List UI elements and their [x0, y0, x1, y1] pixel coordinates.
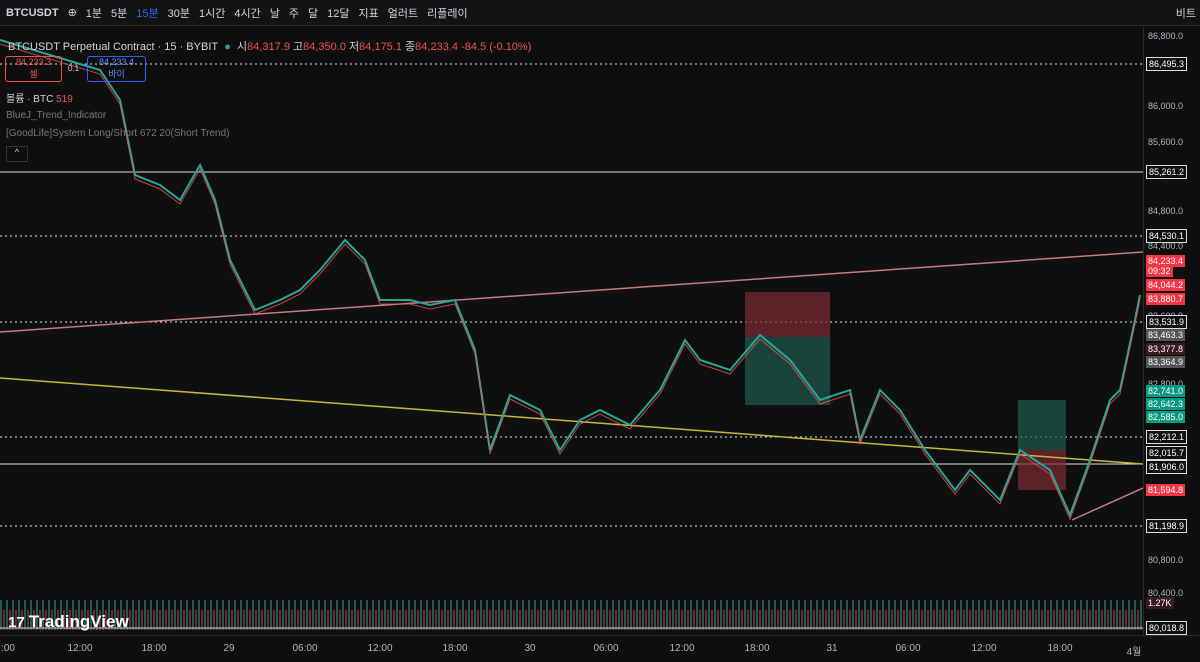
stop-zone[interactable]	[745, 292, 830, 337]
legend: BTCUSDT Perpetual Contract · 15 · BYBIT …	[8, 41, 532, 53]
watermark: 17 TradingView	[8, 612, 129, 631]
time-label: :00	[1, 643, 15, 654]
chart	[0, 39, 1143, 630]
interval[interactable]: 날	[269, 7, 280, 20]
time-label: 18:00	[442, 643, 468, 654]
price-label: 81,594.8	[1146, 484, 1186, 496]
price-label: 83,364.9	[1146, 356, 1186, 368]
study-system: [GoodLife]System Long/Short 672 20(Short…	[6, 128, 230, 139]
buy-button[interactable]: 84,233.4 바이	[87, 56, 146, 82]
price-label: 80,800.0	[1148, 555, 1184, 565]
price-path	[0, 39, 1141, 518]
price-label: 84,530.1	[1146, 229, 1188, 243]
time-label: 18:00	[744, 643, 770, 654]
time-label: 12:00	[67, 643, 93, 654]
time-label: 4월	[1126, 647, 1142, 658]
time-label: 12:00	[669, 643, 695, 654]
volume-area	[0, 540, 1143, 630]
intervals: 1분 5분 15분 30분 1시간 4시간 날 주 달 12달	[86, 5, 350, 21]
price-label: 81,198.9	[1146, 519, 1188, 533]
interval[interactable]: 1분	[85, 7, 103, 20]
time-label: 12:00	[367, 643, 393, 654]
interval[interactable]: 달	[307, 7, 319, 20]
ohlc: 시84,317.9 고84,350.0 저84,175.1 종84,233.4 …	[237, 41, 532, 53]
price-label: 82,741.0	[1146, 385, 1186, 397]
price-label: 85,600.0	[1148, 137, 1184, 147]
price-label: 83,880.7	[1146, 293, 1186, 305]
price-label: 80,018.8	[1146, 621, 1188, 635]
spread: 0.1	[68, 64, 80, 73]
trend-line[interactable]	[1071, 487, 1143, 521]
add[interactable]: ⊕	[67, 7, 77, 19]
price-label: 84,800.0	[1148, 206, 1184, 216]
trend-line[interactable]	[0, 377, 1143, 465]
indicators[interactable]: 지표	[358, 7, 379, 20]
price-label: 84,400.0	[1148, 241, 1184, 251]
collapse[interactable]: ^	[6, 146, 28, 162]
price-label: 82,642.3	[1146, 398, 1186, 410]
price-label: 86,495.3	[1146, 57, 1188, 71]
right-button[interactable]: 비트	[1175, 7, 1196, 20]
interval[interactable]: 12달	[327, 7, 350, 20]
price-label: 09:32	[1146, 265, 1173, 277]
time-label: 12:00	[971, 643, 997, 654]
sell-button[interactable]: 84,233.3 셀	[5, 56, 62, 82]
time-label: 18:00	[1047, 643, 1073, 654]
price-label: 82,800.0	[1148, 379, 1184, 389]
interval[interactable]: 4시간	[234, 7, 261, 20]
toolbar: BTCUSDT ⊕ 1분 5분 15분 30분 1시간 4시간 날 주 달 12달 지표 얼러트 …	[0, 0, 1200, 26]
study-trend: BlueJ_Trend_Indicator	[6, 110, 107, 121]
trend-line[interactable]	[0, 251, 1143, 333]
interval[interactable]: 1시간	[199, 7, 226, 20]
alerts[interactable]: 얼러트	[387, 7, 419, 20]
price-label: 86,000.0	[1148, 101, 1184, 111]
study-volume: 볼륨 · BTC 519	[6, 94, 73, 105]
price-label: 80,400.0	[1148, 588, 1184, 598]
time-label: 06:00	[895, 643, 921, 654]
replay[interactable]: 리플레이	[427, 7, 468, 20]
price-label: 84,044.2	[1146, 279, 1186, 291]
time-label: 06:00	[593, 643, 619, 654]
time-label: 29	[223, 643, 235, 654]
price-label: 83,531.9	[1146, 315, 1188, 329]
time-axis	[0, 635, 1200, 662]
price-label: 86,800.0	[1148, 31, 1184, 41]
price-label: 82,212.1	[1146, 430, 1188, 444]
price-label: 82,585.0	[1146, 411, 1186, 423]
interval[interactable]: 5분	[111, 7, 128, 20]
interval[interactable]: 15분	[136, 7, 159, 20]
price-label: 1.27K	[1146, 597, 1174, 609]
time-label: 18:00	[141, 643, 167, 654]
target-zone[interactable]	[1018, 400, 1066, 450]
time-label: 30	[524, 643, 536, 654]
time-label: 31	[826, 643, 838, 654]
price-label: 83,463.3	[1146, 329, 1186, 341]
price-path-shadow	[0, 43, 1141, 521]
time-label: 06:00	[292, 643, 318, 654]
price-label: 81,906.0	[1146, 460, 1188, 474]
interval[interactable]: 주	[288, 7, 299, 20]
price-label: 84,233.4	[1146, 255, 1186, 267]
price-label: 83,377.8	[1146, 343, 1186, 355]
price-label: 85,261.2	[1146, 165, 1188, 179]
legend-title: BTCUSDT Perpetual Contract · 15 · BYBIT	[8, 41, 219, 53]
price-label: 82,015.7	[1146, 446, 1188, 460]
interval[interactable]: 30분	[167, 7, 190, 20]
symbol[interactable]: BTCUSDT	[6, 6, 59, 19]
